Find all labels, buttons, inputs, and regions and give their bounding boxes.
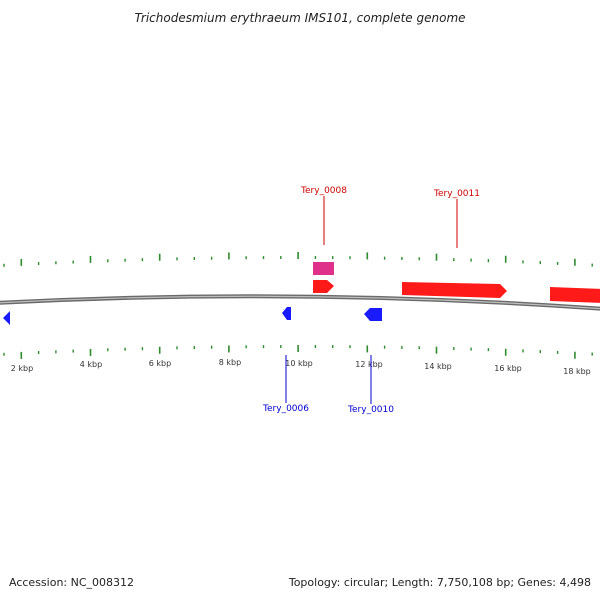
gene-feature-tery-0011[interactable] (402, 282, 507, 298)
forward-strand-genes (313, 262, 600, 303)
gene-label-tery-0010-group: Tery_0010 (347, 355, 394, 415)
gene-label-tery-0011[interactable]: Tery_0011 (433, 189, 480, 199)
genome-summary-text: Topology: circular; Length: 7,750,108 bp… (288, 576, 591, 589)
gene-label-tery-0008-group: Tery_0008 (300, 186, 347, 245)
gene-feature-tery-0008[interactable] (313, 280, 334, 293)
scale-label: 10 kbp (285, 359, 313, 368)
accession-text: Accession: NC_008312 (9, 576, 134, 589)
reverse-strand-genes (3, 307, 382, 325)
gene-feature-tery-0006[interactable] (282, 307, 291, 320)
scale-label: 4 kbp (80, 360, 102, 369)
scale-label: 16 kbp (494, 364, 522, 373)
scale-label: 6 kbp (149, 359, 171, 368)
gene-label-tery-0010[interactable]: Tery_0010 (347, 405, 394, 415)
genome-title: Trichodesmium erythraeum IMS101, complet… (134, 11, 465, 25)
scale-ticks-outer (3, 252, 593, 267)
scale-label: 8 kbp (219, 358, 241, 367)
scale-label: 14 kbp (424, 362, 452, 371)
scale-ticks-inner (3, 345, 593, 359)
scale-label: 2 kbp (11, 364, 33, 373)
gene-label-tery-0008[interactable]: Tery_0008 (300, 186, 347, 196)
gene-label-tery-0006-group: Tery_0006 (262, 355, 309, 414)
scale-labels: 2 kbp 4 kbp 6 kbp 8 kbp 10 kbp 12 kbp 14… (11, 358, 591, 376)
scale-label: 18 kbp (563, 367, 591, 376)
scale-label: 12 kbp (355, 360, 383, 369)
gene-label-tery-0011-group: Tery_0011 (433, 189, 480, 248)
gene-feature-tery-0010[interactable] (364, 308, 382, 321)
rna-gene-feature[interactable] (313, 262, 334, 275)
gene-label-tery-0006[interactable]: Tery_0006 (262, 404, 309, 414)
gene-feature[interactable] (3, 311, 10, 325)
gene-feature[interactable] (550, 287, 600, 303)
